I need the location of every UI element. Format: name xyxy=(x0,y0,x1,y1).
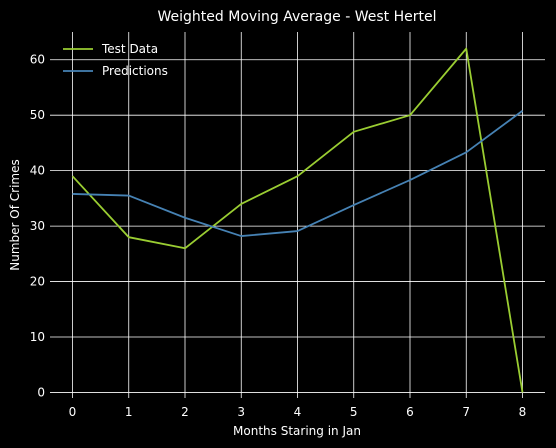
y-axis-label: Number Of Crimes xyxy=(8,159,22,270)
y-tick-label: 40 xyxy=(30,164,45,178)
x-tick-label: 3 xyxy=(237,405,245,419)
legend-test-data-label: Test Data xyxy=(101,42,158,56)
y-tick-label: 10 xyxy=(30,330,45,344)
x-tick-label: 8 xyxy=(519,405,527,419)
y-tick-label: 0 xyxy=(37,385,45,399)
legend: Test Data Predictions xyxy=(63,42,168,78)
x-tick-label: 0 xyxy=(69,405,77,419)
predictions-line xyxy=(72,110,524,237)
legend-predictions-label: Predictions xyxy=(102,64,168,78)
x-tick-label: 7 xyxy=(462,405,470,419)
y-axis-ticks: 0 10 20 30 40 50 60 xyxy=(30,53,45,400)
x-axis-ticks: 0 1 2 3 4 5 6 7 8 xyxy=(69,405,527,419)
x-tick-label: 2 xyxy=(181,405,189,419)
chart-title: Weighted Moving Average - West Hertel xyxy=(158,9,437,25)
grid xyxy=(50,32,545,398)
x-tick-label: 6 xyxy=(406,405,414,419)
y-tick-label: 30 xyxy=(30,219,45,233)
y-tick-label: 60 xyxy=(30,53,45,67)
x-tick-label: 4 xyxy=(294,405,302,419)
x-tick-label: 5 xyxy=(350,405,358,419)
series-layer xyxy=(71,47,524,393)
x-tick-label: 1 xyxy=(125,405,133,419)
x-axis-label: Months Staring in Jan xyxy=(233,424,361,438)
test-data-line xyxy=(71,47,524,393)
y-tick-label: 50 xyxy=(30,108,45,122)
y-tick-label: 20 xyxy=(30,275,45,289)
